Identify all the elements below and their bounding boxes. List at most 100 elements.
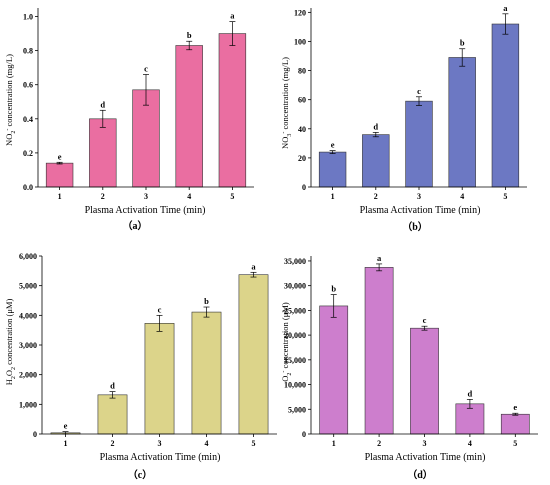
panel-a-significance-2: d — [100, 99, 105, 109]
panel-c-x-tick-1: 1 — [64, 439, 68, 448]
panel-b-y-tick-0: 0 — [302, 183, 306, 192]
panel-c-x-axis-label: Plasma Activation Time (min) — [100, 452, 221, 463]
panel-b-bar-4 — [448, 57, 476, 188]
panel-c-errorbar-4 — [203, 306, 210, 318]
panel-a-x-tick-1: 1 — [58, 192, 62, 201]
panel-d-x-tick-5: 5 — [513, 439, 517, 448]
panel-b-x-ticks: 1 2 3 4 5 — [331, 187, 507, 201]
panel-b-errorbar-4 — [459, 48, 466, 67]
panel-d-chart: b a c d e 0 5,000 10,000 15,000 20,000 25,000 30,0… — [280, 253, 538, 481]
panel-a-bar-1 — [45, 162, 74, 188]
panel-d-x-tick-1: 1 — [332, 439, 336, 448]
panel-c-y-tick-2: 2,000 — [19, 371, 37, 380]
panel-a-bar-2 — [89, 118, 117, 188]
panel-d-errorbar-4 — [466, 399, 473, 409]
panel-b-bar-2 — [362, 134, 390, 188]
panel-a-significance-4: b — [187, 30, 192, 40]
panel-a-y-ticks: 0.0 0.2 0.4 0.6 0.8 1.0 — [23, 13, 38, 192]
panel-a-bar-4 — [175, 45, 203, 188]
panel-d-bars — [319, 267, 530, 435]
panel-b-y-label-sub: 3 — [287, 134, 293, 137]
panel-d-bar-2 — [364, 267, 394, 435]
panel-b-errorbar-5 — [502, 13, 509, 35]
panel-d-errorbar-3 — [421, 325, 428, 331]
panel-d-y-label-sub: 2 — [287, 373, 293, 376]
panel-c-errorbars — [62, 271, 257, 435]
panel-a-significance-1: e — [58, 151, 62, 161]
panel-d-significance-3: c — [423, 315, 427, 325]
panel-b-significance-2: d — [373, 121, 378, 131]
panel-b-errorbar-3 — [416, 96, 422, 106]
panel-c-chart: e d c b a 0 1,000 2,000 3,000 4,000 5,000 6,000 1 2… — [4, 252, 277, 481]
panel-b-significance-letters: e d c b a — [331, 3, 509, 150]
panel-c-errorbar-2 — [109, 391, 116, 399]
panel-a-y-axis-label: NO2- concentration (mg/L) — [4, 54, 17, 146]
panel-a-x-axis-label: Plasma Activation Time (min) — [85, 205, 206, 216]
panel-b-y-tick-4: 80 — [298, 67, 306, 76]
panel-d-y-tick-3: 15,000 — [284, 356, 306, 365]
panel-c-bar-2 — [97, 394, 128, 435]
panel-d-y-tick-2: 10,000 — [284, 381, 306, 390]
panel-a-bar-5 — [218, 33, 247, 188]
panel-b-x-axis-label: Plasma Activation Time (min) — [360, 205, 481, 216]
panel-a-caption: （a） — [123, 219, 148, 232]
panel-c-x-tick-3: 3 — [158, 439, 162, 448]
panel-d-errorbar-2 — [376, 263, 383, 272]
panel-b-chart: e d c b a 0 20 40 60 80 100 120 1 2 3 4 5 Plasma Activ… — [280, 3, 527, 233]
panel-d-y-tick-7: 35,000 — [284, 257, 306, 266]
panel-c-y-tick-1: 1,000 — [19, 400, 37, 409]
panel-d-caption: （d） — [407, 468, 433, 481]
panel-a-bar-3 — [132, 89, 160, 188]
panel-a-significance-3: c — [144, 63, 148, 73]
panel-b-bar-1 — [318, 151, 347, 188]
panel-d-significance-5: e — [513, 402, 517, 412]
panel-a-y-label-sub: 2 — [11, 131, 17, 134]
panel-c-significance-3: c — [158, 304, 162, 314]
panel-c-significance-4: b — [204, 296, 209, 306]
panel-d-y-tick-6: 30,000 — [284, 282, 306, 291]
panel-c-significance-5: a — [251, 261, 256, 271]
panel-d-x-tick-3: 3 — [423, 439, 427, 448]
panel-c-y-tick-3: 3,000 — [19, 341, 37, 350]
panel-b-y-tick-6: 120 — [294, 8, 306, 17]
panel-d-x-ticks: 1 2 3 4 5 — [332, 434, 517, 448]
panel-d-bar-4 — [455, 403, 485, 435]
panel-d-significance-2: a — [377, 253, 382, 263]
panel-a-errorbar-1 — [56, 161, 63, 165]
panel-a-x-tick-5: 5 — [230, 192, 234, 201]
panel-b-bars — [318, 23, 520, 188]
panel-c-y-tick-6: 6,000 — [19, 252, 37, 261]
panel-d-significance-letters: b a c d e — [331, 253, 517, 412]
panel-b-y-tick-3: 60 — [298, 96, 306, 105]
panel-c-y-tick-5: 5,000 — [19, 282, 37, 291]
panel-c-x-tick-5: 5 — [252, 439, 256, 448]
panel-d-errorbar-5 — [512, 412, 519, 416]
panel-c-y-tick-4: 4,000 — [19, 311, 37, 320]
panel-c-bars — [50, 274, 269, 435]
panel-c-bar-5 — [238, 274, 269, 435]
panel-b-bar-5 — [491, 23, 520, 188]
panel-c-y-label-main: H — [4, 379, 14, 385]
panel-d-bar-3 — [410, 327, 439, 435]
panel-b-y-label-main: NO — [280, 137, 290, 149]
panel-c-y-label-mid: O — [4, 370, 14, 376]
panel-a-significance-letters: e d c b a — [58, 11, 236, 162]
panel-c-y-label-rest: concentration (μM) — [4, 299, 14, 367]
panel-c-significance-2: d — [110, 381, 115, 391]
panel-b-significance-4: b — [460, 38, 465, 48]
panel-a-x-tick-2: 2 — [101, 192, 105, 201]
panel-c-x-ticks: 1 2 3 4 5 — [64, 434, 256, 448]
panel-c-y-label-sub: 2 — [11, 376, 17, 379]
panel-b-significance-1: e — [331, 140, 335, 150]
panel-d-errorbar-1 — [330, 294, 337, 318]
panel-a-errorbar-5 — [229, 21, 236, 46]
panel-c-x-tick-4: 4 — [205, 439, 209, 448]
panel-b-bar-3 — [405, 100, 433, 188]
panel-c-errorbar-5 — [250, 271, 257, 278]
panel-d-y-label-rest: concentration (μM) — [280, 302, 290, 370]
panel-a-x-tick-4: 4 — [187, 192, 191, 201]
panel-a-x-tick-3: 3 — [144, 192, 148, 201]
panel-b-y-axis-label: NO3- concentration (mg/L) — [280, 57, 293, 149]
panel-a-y-tick-5: 1.0 — [23, 13, 33, 22]
